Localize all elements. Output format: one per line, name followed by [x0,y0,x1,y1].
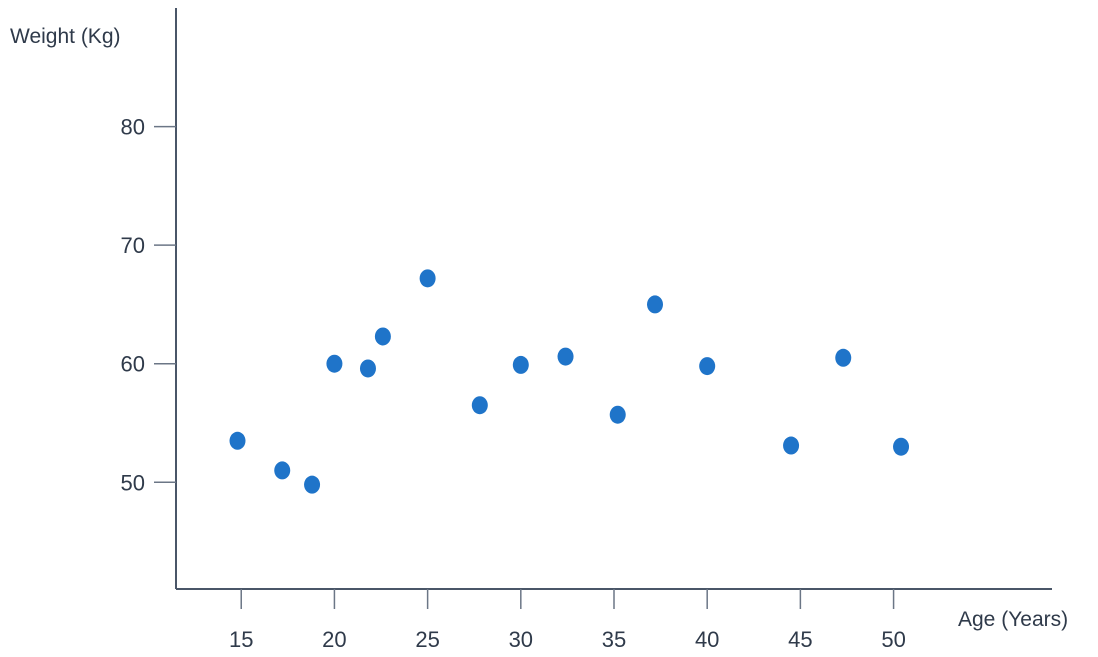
x-tick-label: 45 [788,627,812,652]
data-point [419,269,436,288]
x-axis-ticks: 15 20 25 30 35 40 45 50 [229,589,906,652]
x-tick-label: 35 [602,627,626,652]
x-tick-label: 20 [322,627,346,652]
data-point [326,354,343,373]
data-point [274,461,291,480]
x-axis-label: Age (Years) [958,608,1068,631]
data-point [229,431,246,450]
data-point [835,348,852,367]
x-tick-label: 25 [415,627,439,652]
data-point [557,347,574,366]
x-tick-label: 30 [509,627,533,652]
y-tick-label: 70 [121,233,145,258]
y-axis-label: Weight (Kg) [10,25,121,48]
y-axis-ticks: 50 60 70 80 [121,115,176,495]
x-tick-label: 15 [229,627,253,652]
data-point [471,396,488,415]
data-point [374,327,391,346]
data-point [609,405,626,424]
data-point [647,295,664,314]
data-point [512,355,529,374]
data-point [304,475,321,494]
x-tick-label: 50 [881,627,905,652]
data-point [699,357,716,376]
y-tick-label: 80 [121,115,145,140]
x-tick-label: 40 [695,627,719,652]
data-points [229,269,910,494]
y-tick-label: 60 [121,352,145,377]
data-point [893,437,910,456]
y-tick-label: 50 [121,470,145,495]
data-point [783,436,800,455]
data-point [359,359,376,378]
